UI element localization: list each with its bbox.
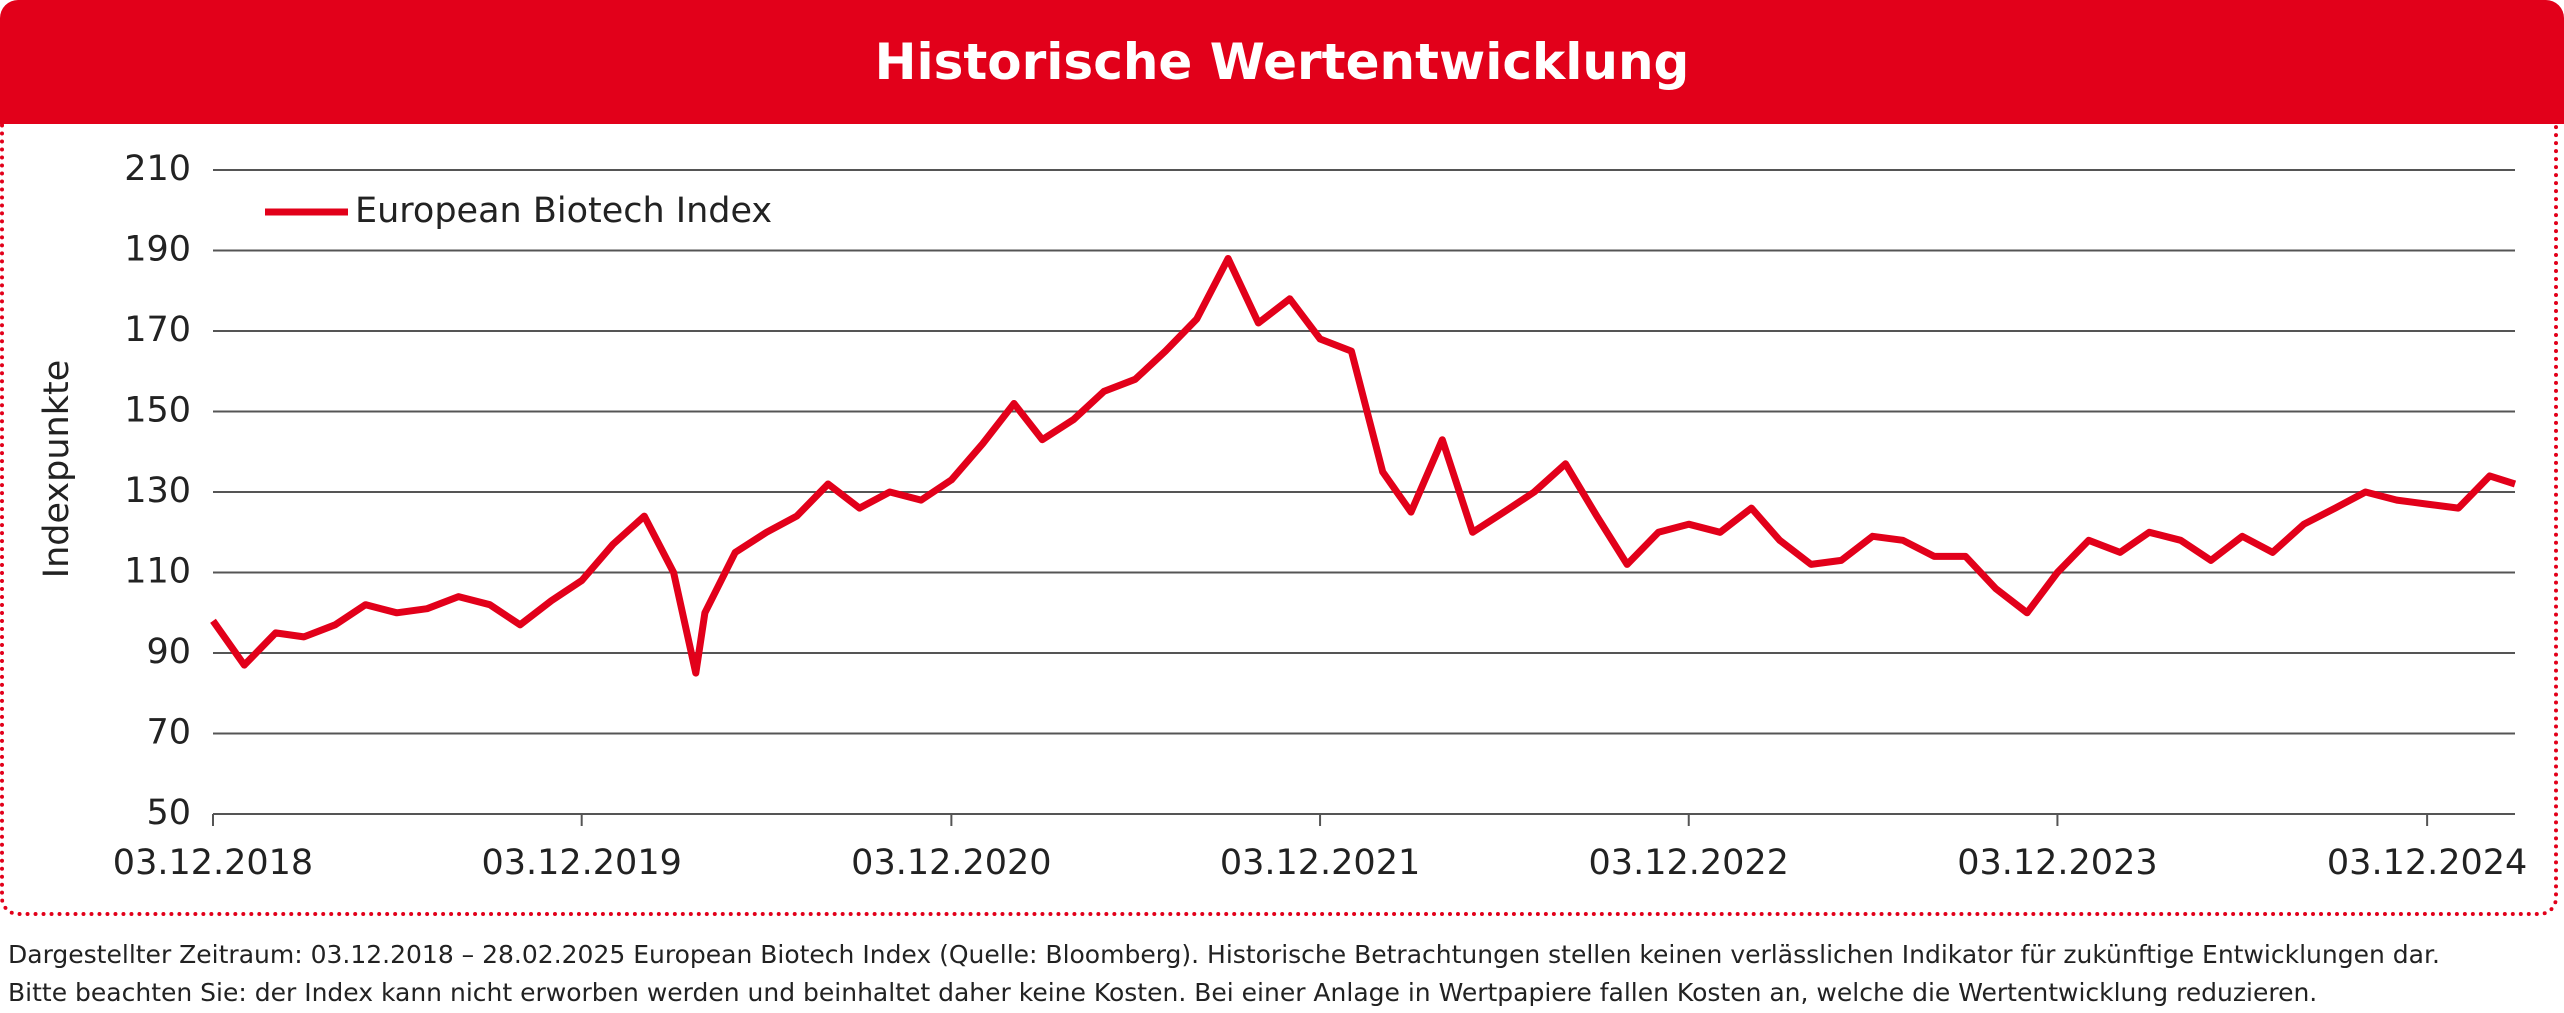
header-title: Historische Wertentwicklung (874, 33, 1690, 91)
y-tick-label: 170 (124, 310, 191, 350)
legend-label: European Biotech Index (355, 191, 772, 231)
x-tick-label: 03.12.2019 (481, 843, 681, 883)
chart: Indexpunkte 50 70 90 110 130 150 170 190 210 03.1… (37, 149, 2527, 883)
y-tick-label: 130 (124, 471, 191, 511)
x-tick-label: 03.12.2021 (1220, 843, 1420, 883)
footnote-line: Bitte beachten Sie: der Index kann nicht… (8, 978, 2318, 1007)
y-axis-label: Indexpunkte (37, 360, 77, 578)
y-tick-label: 70 (146, 713, 191, 753)
data-line (210, 255, 2517, 677)
x-tick-label: 03.12.2020 (851, 843, 1051, 883)
x-tick-label: 03.12.2023 (1957, 843, 2157, 883)
y-tick-label: 50 (146, 793, 191, 833)
y-tick-label: 190 (124, 230, 191, 270)
y-tick-label: 210 (124, 149, 191, 189)
y-tick-label: 150 (124, 391, 191, 431)
footnote-line: Dargestellter Zeitraum: 03.12.2018 – 28.… (8, 940, 2440, 969)
header: Historische Wertentwicklung (0, 0, 2564, 124)
y-tick-label: 90 (146, 632, 191, 672)
x-tick-label: 03.12.2022 (1589, 843, 1789, 883)
x-tick-label: 03.12.2018 (113, 843, 313, 883)
x-tick-label: 03.12.2024 (2327, 843, 2527, 883)
footnote: Dargestellter Zeitraum: 03.12.2018 – 28.… (8, 936, 2440, 1012)
y-tick-label: 110 (124, 552, 191, 592)
chart-frame (0, 124, 2558, 916)
